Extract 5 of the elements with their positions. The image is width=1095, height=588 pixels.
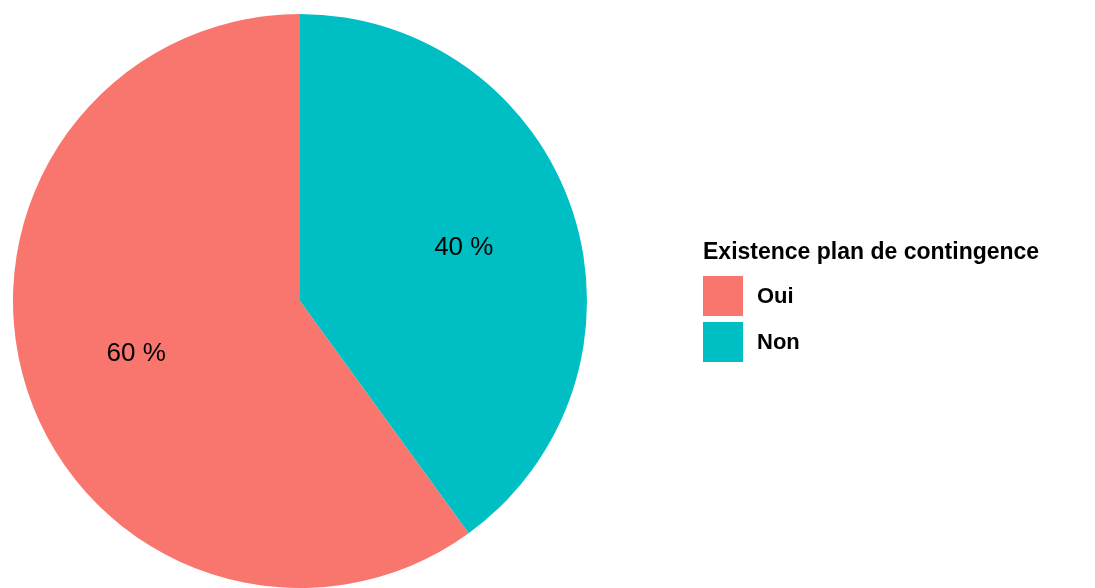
data-label: 40 %	[434, 230, 494, 261]
legend-label: Oui	[757, 283, 794, 309]
legend-title: Existence plan de contingence	[703, 238, 1040, 265]
data-label: 60 %	[106, 337, 166, 368]
legend-label: Non	[757, 329, 800, 355]
